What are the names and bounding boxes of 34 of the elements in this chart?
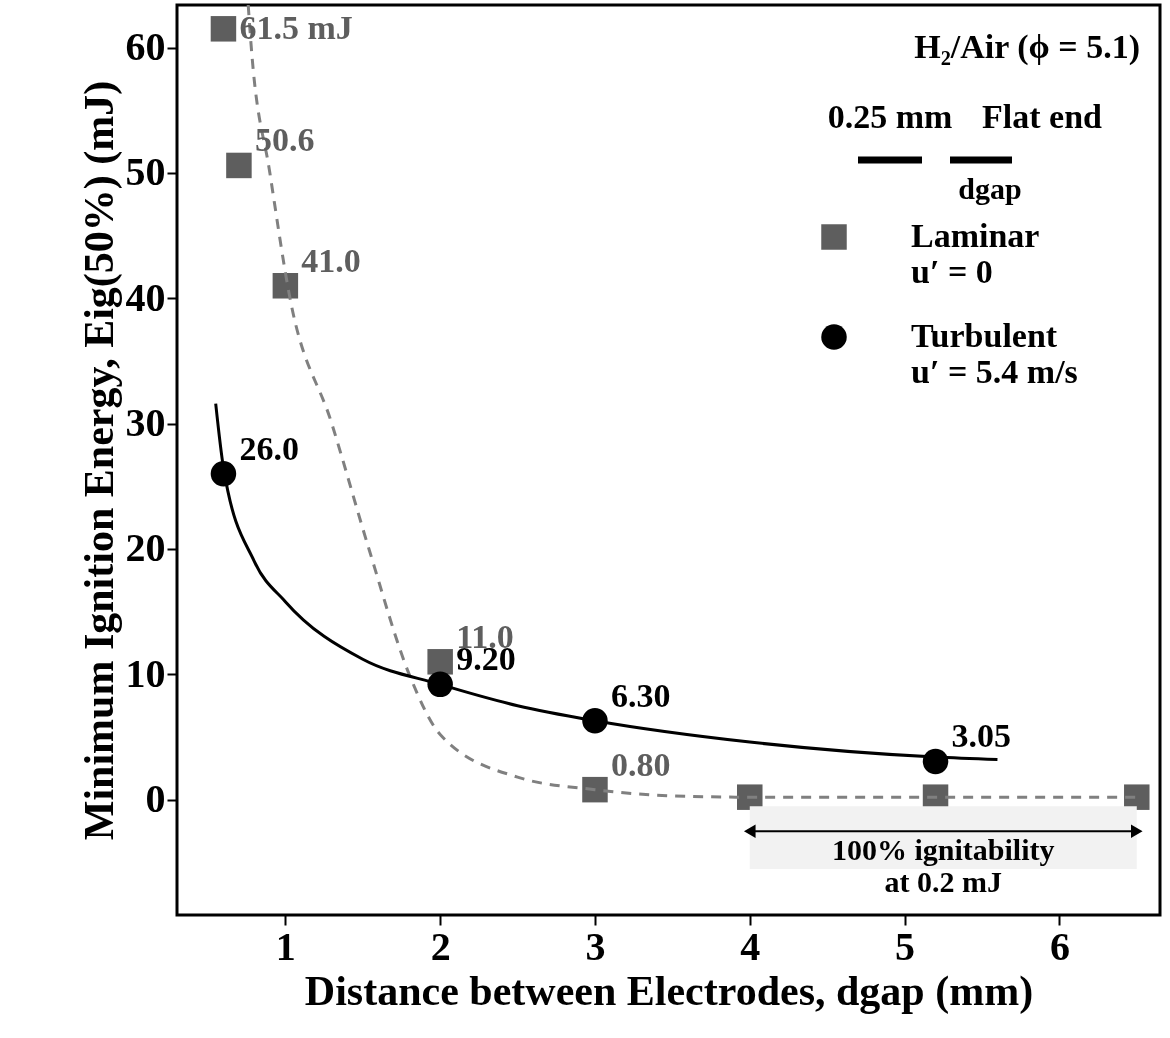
data-label: 0.80	[610, 745, 671, 783]
y-tick-label: 40	[125, 274, 166, 320]
point	[582, 776, 608, 803]
y-tick-label: 20	[125, 525, 166, 571]
y-tick-label: 0	[145, 776, 166, 822]
data-label: 6.30	[610, 676, 671, 714]
x-tick-label: 3	[585, 923, 606, 969]
y-tick-label: 10	[125, 650, 166, 696]
y-tick-label: 50	[125, 149, 166, 195]
point	[210, 16, 237, 42]
y-tick-label: 60	[125, 24, 166, 70]
x-tick-label: 6	[1049, 923, 1070, 969]
y-axis-title: Minimum Ignition Energy, Eig(50%) (mJ)	[75, 80, 123, 841]
annotation: 0.25 mm	[827, 98, 953, 135]
x-axis-title: Distance between Electrodes, dgap (mm)	[304, 967, 1034, 1015]
x-tick-label: 4	[740, 923, 761, 969]
annotation: dgap	[958, 172, 1022, 205]
data-label: 61.5 mJ	[239, 8, 353, 46]
y-tick-label: 30	[125, 400, 166, 446]
x-tick-label: 2	[430, 923, 451, 969]
data-label: 3.05	[951, 717, 1012, 755]
band-label: 100% ignitability at 0.2 mJ	[832, 833, 1055, 899]
data-label: 50.6	[254, 121, 315, 159]
legend-label: Laminar u′ = 0	[911, 217, 1040, 290]
legend-label: Turbulent u′ = 5.4 m/s	[911, 317, 1078, 390]
point	[226, 152, 252, 179]
annotation: Flat end	[982, 98, 1103, 135]
point	[272, 273, 299, 299]
x-tick-label: 5	[895, 923, 916, 969]
data-label: 41.0	[301, 241, 361, 279]
data-label: 26.0	[239, 429, 299, 467]
annotation: H₂/Air (ϕ = 5.1)	[914, 28, 1140, 66]
point	[427, 649, 453, 675]
x-tick-label: 1	[275, 923, 296, 969]
